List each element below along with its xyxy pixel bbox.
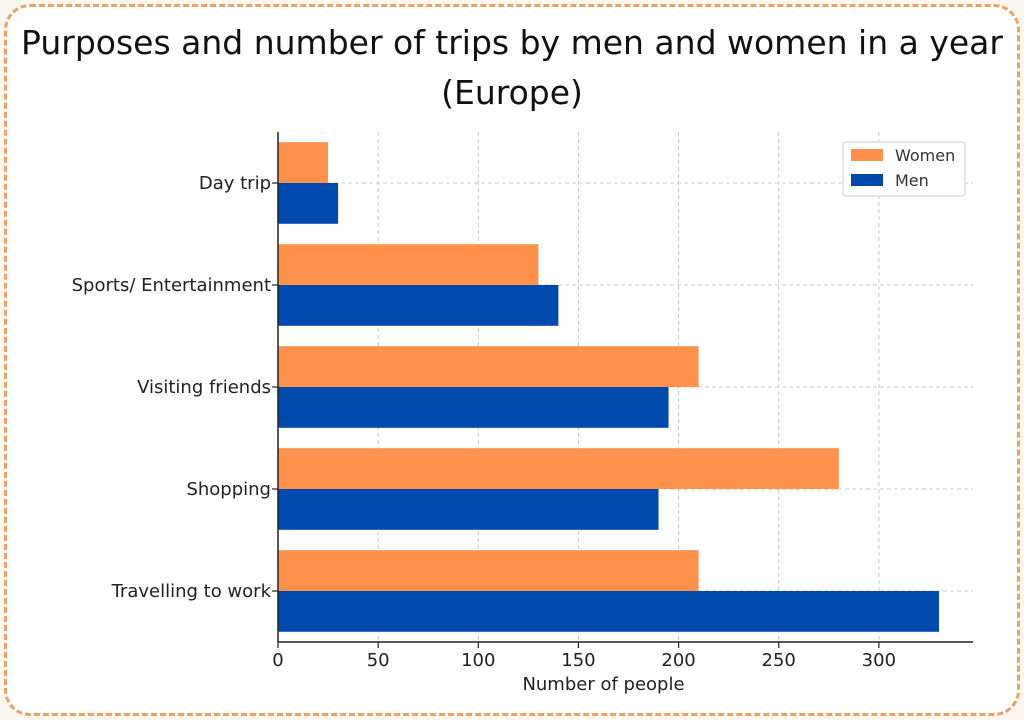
bars <box>278 142 939 632</box>
bar-women <box>278 346 699 387</box>
bar-men <box>278 183 339 224</box>
x-tick-label: 150 <box>561 650 595 671</box>
category-label: Day trip <box>199 173 271 194</box>
category-label: Travelling to work <box>111 581 272 602</box>
x-tick-label: 200 <box>661 650 695 671</box>
bar-women <box>278 142 329 183</box>
x-axis-title: Number of people <box>522 674 684 695</box>
bar-men <box>278 489 659 530</box>
x-tick-label: 300 <box>862 650 896 671</box>
x-tick-label: 0 <box>272 650 283 671</box>
legend-swatch-men <box>851 174 883 186</box>
bar-women <box>278 550 699 591</box>
chart-title-line1: Purposes and number of trips by men and … <box>21 23 1003 62</box>
category-label: Visiting friends <box>137 377 271 398</box>
category-label: Sports/ Entertainment <box>72 275 271 296</box>
bar-men <box>278 387 669 428</box>
category-label: Shopping <box>186 479 271 500</box>
x-tick-label: 100 <box>461 650 495 671</box>
bar-women <box>278 448 839 489</box>
legend-label-men: Men <box>895 171 929 190</box>
bar-men <box>278 591 939 632</box>
bar-men <box>278 285 559 326</box>
x-tick-label: 250 <box>762 650 796 671</box>
legend-label-women: Women <box>895 146 955 165</box>
chart-title-line2: (Europe) <box>441 73 583 112</box>
bar-women <box>278 244 539 285</box>
chart-title: Purposes and number of trips by men and … <box>0 18 1024 118</box>
axes <box>272 132 973 648</box>
x-tick-label: 50 <box>367 650 390 671</box>
labels: 0 50 100 150 200 250 300 Travelling to work Shop… <box>72 173 896 695</box>
legend-swatch-women <box>851 149 883 161</box>
legend: Women Men <box>842 141 966 197</box>
